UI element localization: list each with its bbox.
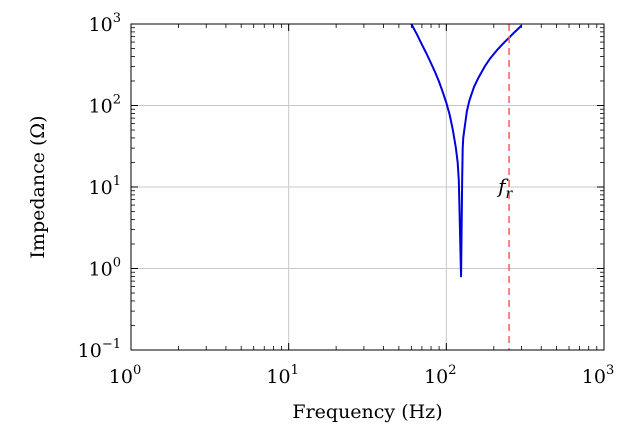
- x-tick-label: 101: [266, 363, 298, 388]
- x-tick-exponent: 1: [291, 363, 299, 378]
- y-tick-exponent: −1: [102, 337, 121, 352]
- y-tick-exponent: 2: [113, 93, 121, 108]
- y-tick-exponent: 0: [113, 256, 121, 271]
- y-tick-label: 101: [89, 174, 121, 199]
- y-tick-exponent: 1: [113, 174, 121, 189]
- resonance-label-subscript: r: [505, 186, 513, 202]
- x-axis-title: Frequency (Hz): [292, 401, 442, 423]
- x-tick-exponent: 0: [133, 363, 141, 378]
- x-tick-label: 102: [424, 363, 456, 388]
- y-tick-base: 10: [78, 340, 102, 362]
- y-axis-title: Impedance (Ω): [27, 115, 49, 258]
- annotation-layer: fr: [496, 24, 513, 350]
- y-tick-base: 10: [89, 96, 113, 118]
- x-tick-exponent: 2: [448, 363, 456, 378]
- y-tick-label: 100: [89, 256, 121, 281]
- y-tick-base: 10: [89, 177, 113, 199]
- y-tick-exponent: 3: [113, 11, 121, 26]
- y-tick-label: 10−1: [78, 337, 121, 362]
- x-tick-label: 100: [109, 363, 141, 388]
- plot-frame: [130, 23, 605, 351]
- x-tick-label: 103: [582, 363, 614, 388]
- grid: [131, 24, 604, 350]
- series-layer: [410, 23, 523, 278]
- y-tick-label: 103: [89, 11, 121, 36]
- y-tick-base: 10: [89, 14, 113, 36]
- impedance-curve: [410, 23, 523, 278]
- resonance-label: fr: [496, 174, 513, 202]
- y-tick-label: 102: [89, 93, 121, 118]
- x-tick-exponent: 3: [606, 363, 614, 378]
- y-tick-base: 10: [89, 259, 113, 281]
